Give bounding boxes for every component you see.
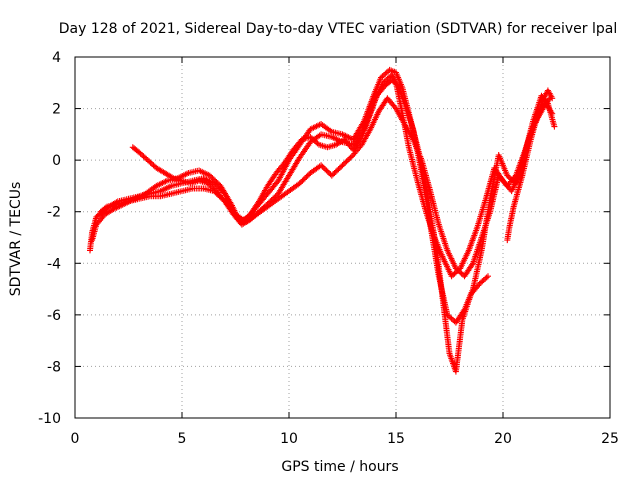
- interpolated-point: [139, 152, 146, 158]
- interpolated-point: [447, 314, 454, 321]
- y-tick-label: 0: [52, 153, 61, 169]
- interpolated-point: [347, 154, 354, 161]
- interpolated-point: [169, 174, 175, 181]
- interpolated-point: [140, 153, 147, 160]
- x-tick-label: 15: [387, 431, 405, 447]
- interpolated-point: [338, 163, 345, 170]
- interpolated-point: [311, 137, 318, 144]
- data-point: [204, 180, 211, 187]
- interpolated-point: [319, 163, 326, 170]
- interpolated-point: [216, 193, 223, 200]
- interpolated-point: [147, 159, 154, 166]
- y-tick-label: -2: [47, 205, 61, 221]
- interpolated-point: [326, 170, 333, 176]
- interpolated-point: [320, 164, 327, 171]
- interpolated-point: [302, 175, 308, 182]
- data-point: [476, 280, 483, 287]
- interpolated-point: [208, 173, 215, 180]
- interpolated-point: [330, 171, 337, 178]
- data-point: [549, 95, 556, 102]
- y-tick-label: 4: [52, 50, 61, 66]
- y-tick-label: -6: [47, 308, 61, 324]
- plot-frame: [74, 56, 611, 419]
- interpolated-point: [382, 70, 389, 77]
- interpolated-point: [214, 180, 221, 187]
- interpolated-point: [477, 279, 484, 286]
- x-axis-title: GPS time / hours: [281, 459, 398, 475]
- interpolated-point: [313, 139, 320, 146]
- interpolated-point: [304, 172, 311, 179]
- interpolated-point: [300, 176, 307, 183]
- gridlines: [75, 57, 610, 418]
- interpolated-point: [483, 274, 490, 281]
- interpolated-point: [299, 177, 306, 184]
- interpolated-point: [146, 158, 153, 165]
- interpolated-point: [210, 176, 217, 183]
- data-point: [307, 133, 314, 140]
- x-tick-label: 5: [178, 431, 187, 447]
- data-point: [206, 172, 213, 179]
- x-tick-label: 10: [280, 431, 298, 447]
- data-point: [144, 157, 151, 164]
- data-point: [378, 74, 384, 81]
- interpolated-point: [346, 155, 353, 162]
- interpolated-point: [482, 275, 489, 282]
- data-point: [551, 123, 558, 130]
- interpolated-point: [324, 168, 331, 175]
- interpolated-point: [457, 269, 464, 276]
- x-tick-label: 25: [601, 431, 619, 447]
- x-tick-label: 20: [494, 431, 512, 447]
- interpolated-point: [455, 268, 462, 274]
- interpolated-point: [383, 77, 389, 84]
- data-points: [87, 66, 558, 375]
- y-tick-label: -10: [38, 411, 61, 427]
- interpolated-point: [334, 167, 341, 174]
- x-tick-label: 0: [71, 431, 80, 447]
- interpolated-point: [217, 194, 224, 201]
- interpolated-point: [451, 270, 458, 277]
- interpolated-point: [505, 173, 512, 180]
- data-point: [136, 149, 143, 156]
- interpolated-point: [206, 181, 213, 188]
- interpolated-point: [298, 179, 304, 186]
- interpolated-point: [445, 313, 452, 320]
- chart-title: Day 128 of 2021, Sidereal Day-to-day VTE…: [59, 21, 617, 37]
- interpolated-point: [212, 189, 219, 196]
- interpolated-point: [450, 271, 457, 278]
- y-axis-title: SDTVAR / TECUs: [8, 182, 24, 297]
- data-point: [328, 172, 335, 179]
- axis-ticks: 0 5 10 15 20 25 -10 -8 -6 -4 -2 0 2 4: [38, 50, 619, 447]
- data-point: [211, 188, 218, 195]
- data-point: [318, 162, 325, 169]
- interpolated-point: [303, 173, 310, 180]
- data-point: [452, 265, 459, 272]
- interpolated-point: [336, 164, 343, 171]
- data-point: [485, 273, 491, 280]
- interpolated-point: [460, 308, 467, 315]
- y-tick-label: 2: [52, 102, 61, 118]
- data-point: [504, 172, 511, 179]
- interpolated-point: [342, 159, 349, 166]
- interpolated-point: [340, 161, 347, 167]
- interpolated-point: [150, 162, 157, 169]
- interpolated-point: [209, 175, 216, 182]
- data-point: [339, 162, 346, 169]
- interpolated-point: [469, 261, 476, 268]
- interpolated-point: [102, 204, 109, 211]
- y-tick-label: -4: [47, 256, 61, 272]
- y-tick-label: -8: [47, 359, 61, 375]
- interpolated-point: [310, 136, 317, 143]
- interpolated-point: [340, 137, 347, 144]
- interpolated-point: [219, 195, 226, 202]
- interpolated-point: [335, 166, 342, 173]
